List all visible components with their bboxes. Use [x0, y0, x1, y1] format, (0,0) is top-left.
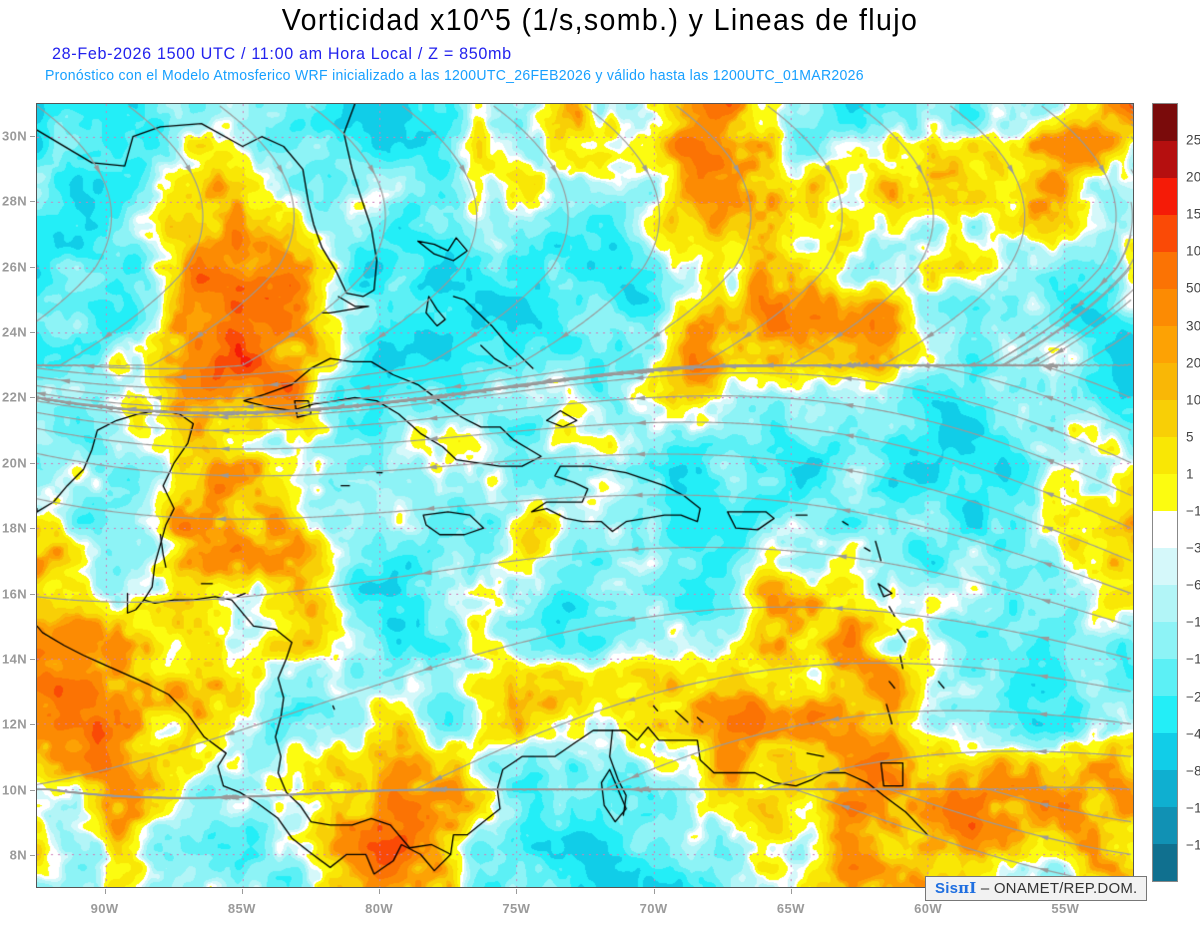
lat-tick-mark	[30, 397, 35, 399]
colorbar-tick-label: 1	[1186, 466, 1194, 482]
credit-badge: SisπІ – ONAMET/REP.DOM.	[925, 876, 1148, 901]
colorbar-band	[1153, 807, 1177, 844]
lon-tick-mark	[653, 889, 655, 894]
colorbar-band	[1153, 733, 1177, 770]
lon-tick-label: 55W	[1051, 901, 1080, 916]
colorbar-tick-label: −6	[1186, 577, 1200, 593]
sispi-pi-glyph: πІ	[958, 879, 977, 897]
lon-tick-mark	[104, 889, 106, 894]
page-title: Vorticidad x10^5 (1/s,somb.) y Lineas de…	[281, 2, 919, 37]
colorbar-tick-label: −1	[1186, 503, 1200, 519]
lat-tick-mark	[30, 331, 35, 333]
colorbar-band	[1153, 770, 1177, 807]
colorbar-band	[1153, 400, 1177, 437]
lat-tick-mark	[30, 266, 35, 268]
lon-tick-label: 75W	[502, 901, 531, 916]
lat-tick-mark	[30, 135, 35, 137]
colorbar-tick-label: 150	[1186, 206, 1200, 222]
colorbar	[1152, 103, 1178, 882]
colorbar-tick-label: −120	[1186, 800, 1200, 816]
lon-tick-mark	[790, 889, 792, 894]
valid-time-subtitle: 28-Feb-2026 1500 UTC / 11:00 am Hora Loc…	[52, 44, 512, 63]
colorbar-band	[1153, 844, 1177, 881]
lon-tick-label: 80W	[365, 901, 394, 916]
credit-agency-label: – ONAMET/REP.DOM.	[980, 880, 1138, 897]
colorbar-band	[1153, 178, 1177, 215]
colorbar-tick-label: 50	[1186, 280, 1200, 296]
colorbar-band	[1153, 326, 1177, 363]
colorbar-band	[1153, 437, 1177, 474]
lat-tick-label: 28N	[1, 193, 27, 209]
colorbar-band	[1153, 474, 1177, 511]
lon-tick-label: 85W	[227, 901, 256, 916]
lat-tick-label: 16N	[1, 586, 27, 602]
vorticity-field-canvas	[37, 104, 1133, 887]
colorbar-band	[1153, 363, 1177, 400]
sispi-logo-text: Sis	[935, 880, 959, 897]
chart-header: Vorticidad x10^5 (1/s,somb.) y Lineas de…	[0, 0, 1200, 100]
lat-tick-label: 10N	[1, 782, 27, 798]
lat-tick-label: 20N	[1, 455, 27, 471]
lat-tick-label: 12N	[1, 716, 27, 732]
colorbar-band	[1153, 141, 1177, 178]
colorbar-band	[1153, 622, 1177, 659]
colorbar-tick-label: −80	[1186, 763, 1200, 779]
lat-tick-label: 30N	[1, 128, 27, 144]
lat-tick-mark	[30, 659, 35, 661]
colorbar-band	[1153, 696, 1177, 733]
model-info-subtitle: Pronóstico con el Modelo Atmosferico WRF…	[45, 68, 864, 84]
colorbar-band	[1153, 659, 1177, 696]
colorbar-tick-label: 30	[1186, 318, 1200, 334]
colorbar-band	[1153, 548, 1177, 585]
lat-tick-mark	[30, 724, 35, 726]
lat-tick-label: 24N	[1, 324, 27, 340]
colorbar-band	[1153, 104, 1177, 141]
colorbar-tick-label: 20	[1186, 355, 1200, 371]
lon-tick-mark	[379, 889, 381, 894]
colorbar-band	[1153, 215, 1177, 252]
colorbar-tick-label: 250	[1186, 132, 1200, 148]
lat-tick-mark	[30, 462, 35, 464]
colorbar-band	[1153, 289, 1177, 326]
lat-tick-label: 22N	[1, 389, 27, 405]
lon-tick-label: 90W	[90, 901, 119, 916]
colorbar-band	[1153, 252, 1177, 289]
lat-tick-mark	[30, 201, 35, 203]
colorbar-tick-label: 5	[1186, 429, 1194, 445]
lon-tick-mark	[516, 889, 518, 894]
lat-tick-label: 18N	[1, 520, 27, 536]
colorbar-tick-label: −160	[1186, 837, 1200, 853]
colorbar-tick-label: −3	[1186, 540, 1200, 556]
lat-tick-mark	[30, 789, 35, 791]
lon-tick-mark	[241, 889, 243, 894]
lon-tick-label: 60W	[914, 901, 943, 916]
colorbar-tick-label: −18	[1186, 651, 1200, 667]
lat-tick-mark	[30, 855, 35, 857]
colorbar-tick-label: 10	[1186, 392, 1200, 408]
lon-tick-label: 70W	[639, 901, 668, 916]
colorbar-tick-label: −42	[1186, 726, 1200, 742]
colorbar-tick-label: −26	[1186, 689, 1200, 705]
lat-tick-label: 8N	[9, 847, 27, 863]
colorbar-tick-label: 200	[1186, 169, 1200, 185]
colorbar-tick-label: −12	[1186, 614, 1200, 630]
colorbar-tick-label: 100	[1186, 243, 1200, 259]
lat-tick-mark	[30, 593, 35, 595]
lat-tick-label: 14N	[1, 651, 27, 667]
colorbar-band	[1153, 511, 1177, 548]
lon-tick-label: 65W	[776, 901, 805, 916]
lat-tick-mark	[30, 528, 35, 530]
colorbar-band	[1153, 585, 1177, 622]
map-plot-area	[36, 103, 1134, 888]
lat-tick-label: 26N	[1, 259, 27, 275]
